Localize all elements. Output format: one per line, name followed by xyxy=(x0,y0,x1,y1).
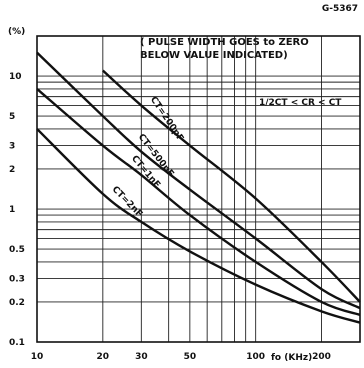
chart-note-line-2: BELOW VALUE INDICATED) xyxy=(140,50,288,61)
y-tick-label: 5 xyxy=(9,112,15,122)
y-axis-unit: (%) xyxy=(8,27,26,37)
plot-frame xyxy=(36,35,361,343)
y-tick-label: 0.3 xyxy=(9,275,25,285)
x-axis-unit: fo (KHz) xyxy=(271,353,313,363)
chart-note: ( PULSE WIDTH GOES to ZERO BELOW VALUE I… xyxy=(140,36,309,62)
y-tick-label: 2 xyxy=(9,165,15,175)
series-line-1 xyxy=(102,69,361,303)
y-tick-label: 0.5 xyxy=(9,245,25,255)
x-tick-label: 10 xyxy=(31,352,44,362)
y-tick-label: 3 xyxy=(9,142,15,152)
series-label: CT=200pF xyxy=(148,95,185,143)
series-label: CT=2nF xyxy=(110,185,144,220)
tick-labels: 0.1 0.2 0.3 0.5 1 2 3 5 10 10 20 30 50 100 200 xyxy=(9,72,331,362)
y-tick-label: 1 xyxy=(9,205,15,215)
capacitor-condition: 1/2CT < CR < CT xyxy=(259,98,342,108)
chart-note-line-1: ( PULSE WIDTH GOES to ZERO xyxy=(140,37,309,48)
x-tick-label: 30 xyxy=(135,352,148,362)
y-tick-label: 10 xyxy=(9,72,22,82)
figure-id: G-5367 xyxy=(321,4,358,14)
y-tick-label: 0.2 xyxy=(9,298,25,308)
x-tick-label: 100 xyxy=(246,352,265,362)
x-tick-label: 50 xyxy=(184,352,197,362)
series-line-2 xyxy=(36,51,361,310)
series-line-4 xyxy=(36,128,361,324)
y-tick-label: 0.1 xyxy=(9,338,25,348)
series-line-3 xyxy=(36,88,361,317)
x-tick-label: 200 xyxy=(312,352,331,362)
x-tick-label: 20 xyxy=(97,352,110,362)
